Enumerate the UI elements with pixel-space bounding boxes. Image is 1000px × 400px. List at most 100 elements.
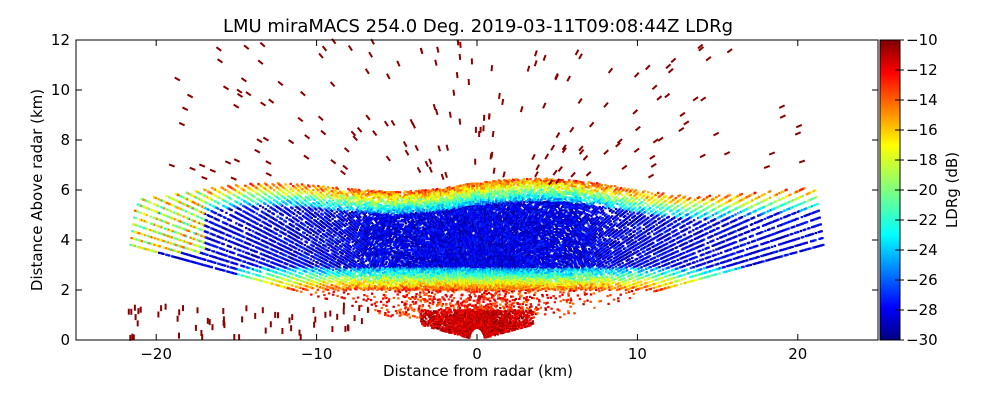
ldr-cell bbox=[767, 203, 770, 207]
ldr-cell bbox=[601, 269, 605, 272]
ldr-cell bbox=[717, 194, 721, 197]
ldr-cell bbox=[525, 300, 529, 304]
ldr-cell bbox=[649, 214, 653, 217]
ldr-cell bbox=[629, 221, 632, 224]
ldr-cell bbox=[615, 277, 618, 280]
ldr-cell bbox=[704, 202, 707, 205]
ldr-cell bbox=[739, 250, 742, 253]
ldr-cell bbox=[627, 287, 630, 291]
ldr-cell bbox=[646, 285, 649, 288]
ldr-cell bbox=[554, 286, 558, 289]
ldr-cell bbox=[679, 240, 682, 243]
ldr-cell bbox=[604, 253, 607, 256]
ldr-cell bbox=[576, 294, 579, 297]
ldr-cell bbox=[544, 288, 547, 291]
ldr-cell bbox=[639, 287, 642, 290]
ldr-cell bbox=[638, 263, 641, 266]
ldr-cell bbox=[577, 276, 580, 279]
ldr-cell bbox=[639, 218, 642, 221]
ldr-cell bbox=[692, 224, 695, 227]
ldr-cell bbox=[649, 202, 652, 205]
ldr-cell bbox=[666, 242, 669, 245]
ldr-cell bbox=[507, 308, 510, 311]
ldr-cell bbox=[707, 221, 710, 224]
ldr-cell bbox=[765, 253, 769, 256]
ldr-cell bbox=[603, 285, 606, 288]
ldr-cell bbox=[769, 202, 773, 205]
ldr-cell bbox=[768, 252, 772, 255]
ldr-cell bbox=[519, 327, 522, 330]
ldr-cell bbox=[616, 254, 620, 258]
ldr-cell bbox=[715, 196, 718, 199]
ldr-cell bbox=[772, 257, 775, 260]
ldr-cell bbox=[562, 281, 566, 284]
ldr-cell bbox=[605, 252, 608, 255]
ldr-cell bbox=[716, 258, 719, 261]
ldr-cell bbox=[585, 292, 588, 296]
ldr-cell bbox=[552, 311, 555, 314]
ldr-cell bbox=[553, 271, 556, 275]
ldr-cell bbox=[672, 217, 675, 220]
ldr-cell bbox=[508, 311, 511, 314]
ldr-cell bbox=[586, 257, 589, 260]
ldr-cell bbox=[764, 211, 767, 214]
ldr-cell bbox=[648, 247, 652, 250]
ldr-cell bbox=[692, 275, 695, 278]
ldr-cell bbox=[731, 263, 735, 266]
ldr-cell bbox=[529, 317, 533, 320]
ldr-cell bbox=[508, 317, 511, 321]
ldr-cell bbox=[671, 252, 674, 255]
ldr-cell bbox=[734, 201, 738, 204]
ldr-cell bbox=[780, 217, 783, 220]
ldr-cell bbox=[752, 240, 755, 243]
ldr-cell bbox=[764, 198, 767, 201]
ldr-cell bbox=[602, 282, 606, 285]
ldr-cell bbox=[603, 247, 607, 250]
ldr-cell bbox=[554, 262, 558, 265]
ldr-cell bbox=[741, 244, 744, 247]
ldr-cell bbox=[590, 189, 593, 192]
ldr-cell bbox=[599, 287, 602, 290]
ldr-cell bbox=[808, 227, 811, 230]
ldr-cell bbox=[597, 233, 601, 236]
ldr-cell bbox=[614, 286, 617, 289]
ldr-cell bbox=[496, 331, 499, 334]
ldr-cell bbox=[787, 214, 790, 217]
ldr-cell bbox=[593, 279, 596, 282]
ldr-cell bbox=[541, 284, 544, 287]
ldr-cell bbox=[567, 271, 571, 274]
ldr-cell bbox=[618, 250, 622, 253]
ldr-cell bbox=[643, 286, 646, 289]
ldr-cell bbox=[584, 200, 588, 203]
ldr-cell bbox=[723, 255, 726, 258]
ldr-cell bbox=[613, 216, 616, 219]
ldr-cell bbox=[777, 205, 781, 208]
ldr-cell bbox=[703, 262, 707, 265]
ldr-cell bbox=[708, 200, 711, 203]
ldr-cell bbox=[673, 264, 676, 267]
ldr-cell bbox=[644, 253, 647, 256]
ldr-cell bbox=[591, 270, 594, 273]
ldr-cell bbox=[570, 278, 573, 281]
ldr-cell bbox=[597, 269, 600, 272]
ldr-cell bbox=[597, 263, 600, 266]
ldr-cell bbox=[645, 196, 648, 199]
ldr-cell bbox=[584, 239, 588, 242]
ldr-cell bbox=[659, 246, 662, 249]
ldr-cell bbox=[580, 278, 584, 281]
ldr-cell bbox=[796, 237, 799, 240]
ldr-cell bbox=[662, 264, 665, 267]
ldr-cell bbox=[631, 239, 634, 242]
ldr-cell bbox=[761, 212, 764, 215]
ldr-cell bbox=[709, 204, 712, 207]
ldr-cell bbox=[661, 284, 664, 287]
ldr-cell bbox=[660, 245, 663, 248]
ldr-cell bbox=[623, 226, 626, 229]
ldr-cell bbox=[526, 298, 530, 302]
ldr-cell bbox=[551, 271, 555, 274]
ldr-cell bbox=[518, 297, 521, 301]
ldr-cell bbox=[581, 253, 584, 256]
ldr-cell bbox=[516, 301, 519, 305]
ldr-cell bbox=[664, 275, 667, 278]
ldr-cell bbox=[549, 273, 552, 276]
